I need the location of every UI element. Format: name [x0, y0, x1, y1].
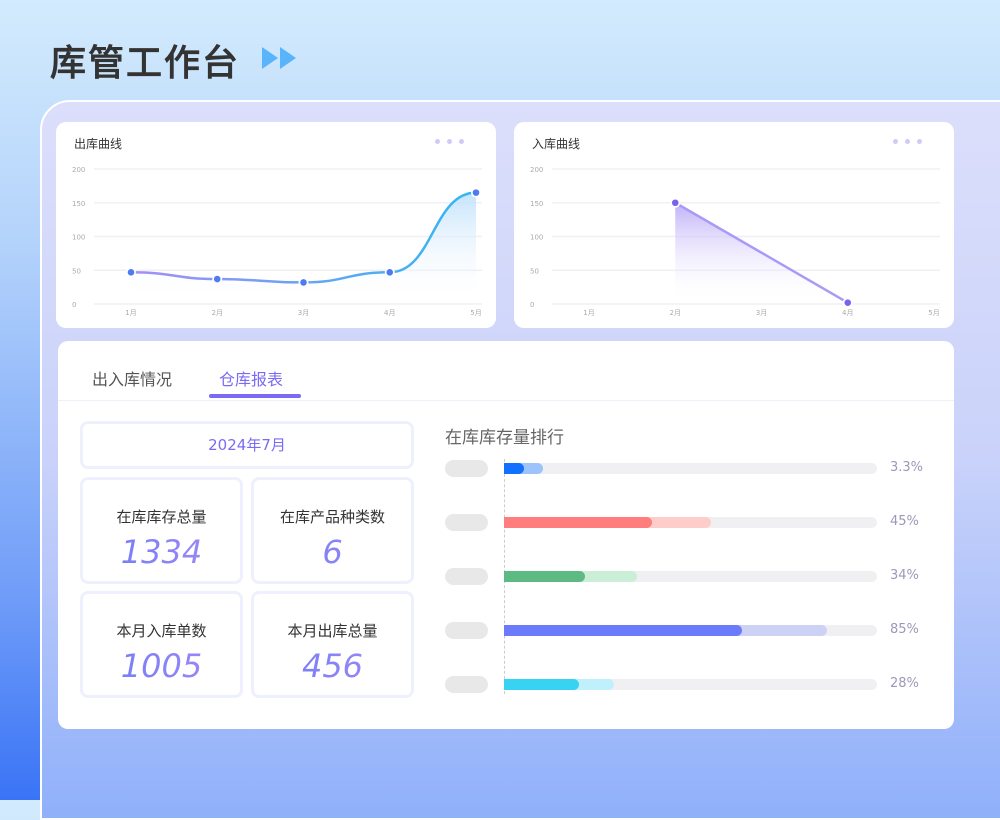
- item-label-placeholder: [445, 622, 488, 639]
- x-tick-label: 4月: [384, 309, 395, 317]
- stat-card: 本月出库总量 456: [251, 591, 414, 698]
- x-tick-label: 5月: [470, 309, 481, 317]
- progress-fill: [504, 625, 742, 636]
- progress-track: [504, 679, 877, 690]
- stat-label: 本月出库总量: [287, 622, 378, 640]
- chart-title: 入库曲线: [532, 137, 581, 151]
- item-label-placeholder: [445, 568, 488, 585]
- more-dots-icon[interactable]: [893, 139, 922, 144]
- y-tick-label: 0: [72, 301, 76, 309]
- progress-fill: [504, 679, 579, 690]
- x-tick-label: 2月: [212, 309, 223, 317]
- y-tick-label: 150: [530, 200, 543, 208]
- progress-fill: [504, 571, 585, 582]
- data-point: [127, 268, 135, 276]
- data-point: [300, 279, 307, 286]
- x-tick-label: 5月: [928, 309, 939, 317]
- percent-label: 45%: [890, 514, 919, 529]
- ranking-row: 34%: [445, 568, 945, 588]
- stat-card: 在库库存总量 1334: [80, 477, 243, 584]
- percent-label: 34%: [890, 568, 919, 583]
- chart-title: 出库曲线: [74, 137, 123, 151]
- data-point: [844, 299, 852, 306]
- more-dots-icon[interactable]: [435, 139, 464, 144]
- percent-label: 85%: [890, 622, 919, 637]
- tab-bar: 出入库情况 仓库报表: [58, 341, 954, 401]
- x-tick-label: 3月: [298, 309, 309, 317]
- stat-value: 1005: [83, 647, 240, 685]
- stat-label: 本月入库单数: [116, 622, 207, 640]
- stat-value: 6: [254, 533, 411, 571]
- tab-inout[interactable]: 出入库情况: [92, 370, 173, 389]
- series-line: [674, 201, 849, 304]
- stat-label: 在库产品种类数: [279, 508, 385, 526]
- stat-value: 1334: [83, 533, 240, 571]
- ranking-row: 45%: [445, 514, 945, 534]
- ranking-row: 28%: [445, 676, 945, 696]
- ranking-title: 在库库存量排行: [445, 428, 564, 448]
- item-label-placeholder: [445, 676, 488, 693]
- series-line: [129, 191, 478, 284]
- stat-card: 本月入库单数 1005: [80, 591, 243, 698]
- y-tick-label: 200: [530, 166, 543, 174]
- x-tick-label: 3月: [756, 309, 767, 317]
- active-tab-indicator: [209, 394, 301, 398]
- data-point: [386, 268, 394, 276]
- y-tick-label: 50: [72, 267, 81, 275]
- ranking-row: 3.3%: [445, 460, 945, 480]
- data-point: [472, 189, 480, 196]
- data-point: [671, 199, 679, 207]
- tab-warehouse-report[interactable]: 仓库报表: [219, 370, 284, 389]
- ranking-row: 85%: [445, 622, 945, 642]
- progress-fill: [504, 517, 653, 528]
- x-tick-label: 1月: [583, 309, 594, 317]
- stat-value: 456: [254, 647, 411, 685]
- progress-track: [504, 571, 877, 582]
- inbound-area-chart: 0 50 100 150 200 1月 2月 3月 4月 5月: [530, 166, 940, 317]
- page-title: 库管工作台: [50, 43, 241, 84]
- percent-label: 3.3%: [890, 460, 924, 475]
- stat-label: 在库库存总量: [116, 508, 207, 526]
- outbound-line-chart: 0 50 100 150 200 1月 2月 3月 4月 5月: [72, 166, 482, 317]
- item-label-placeholder: [445, 514, 488, 531]
- x-tick-label: 2月: [670, 309, 681, 317]
- progress-fill: [504, 463, 525, 474]
- y-tick-label: 50: [530, 267, 539, 275]
- y-tick-label: 200: [72, 166, 85, 174]
- item-label-placeholder: [445, 460, 488, 477]
- double-play-arrow-icon: [262, 47, 296, 69]
- progress-track: [504, 517, 877, 528]
- outbound-chart-card: 出库曲线 0 50 100 150 200 1月 2月 3月 4月 5月: [56, 122, 496, 328]
- inbound-chart-card: 入库曲线 0 50 100 150 200 1月 2月 3月 4月 5月: [514, 122, 954, 328]
- x-tick-label: 4月: [842, 309, 853, 317]
- stat-card: 在库产品种类数 6: [251, 477, 414, 584]
- data-point: [213, 275, 221, 283]
- report-card: 出入库情况 仓库报表 2024年7月 在库库存总量 1334 在库产品种类数 6 本…: [58, 341, 954, 729]
- y-tick-label: 100: [72, 234, 85, 242]
- percent-label: 28%: [890, 676, 919, 691]
- y-tick-label: 0: [530, 301, 534, 309]
- date-selector[interactable]: 2024年7月: [80, 421, 414, 469]
- x-tick-label: 1月: [125, 309, 136, 317]
- progress-track: [504, 625, 877, 636]
- progress-track: [504, 463, 877, 474]
- y-tick-label: 150: [72, 200, 85, 208]
- y-tick-label: 100: [530, 234, 543, 242]
